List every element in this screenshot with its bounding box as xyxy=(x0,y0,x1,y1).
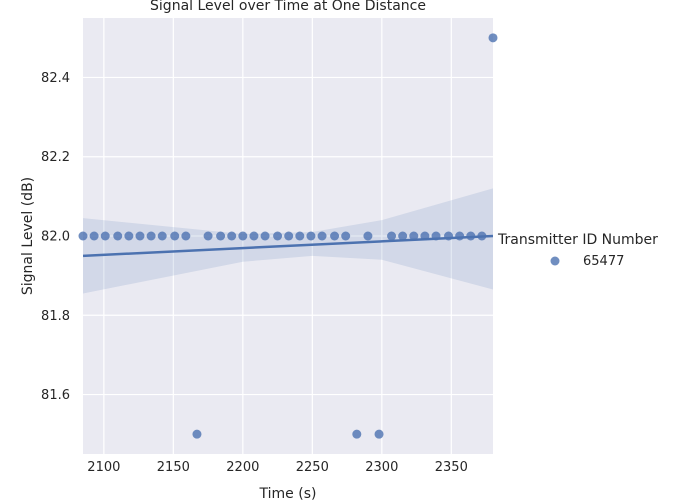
scatter-point xyxy=(100,231,110,241)
scatter-point xyxy=(409,231,419,241)
x-axis-label: Time (s) xyxy=(259,486,317,500)
legend-marker xyxy=(550,256,560,266)
y-tick-label: 82.4 xyxy=(41,71,70,86)
scatter-point xyxy=(89,231,99,241)
scatter-point xyxy=(227,231,237,241)
scatter-point xyxy=(249,231,259,241)
y-tick-label: 82.2 xyxy=(41,150,70,165)
scatter-point xyxy=(341,231,351,241)
scatter-point xyxy=(330,231,340,241)
y-tick-label: 82.0 xyxy=(41,230,70,245)
regression-confidence-band xyxy=(83,188,493,294)
scatter-point xyxy=(444,231,454,241)
scatter-point xyxy=(317,231,327,241)
chart-title: Signal Level over Time at One Distance xyxy=(150,0,426,14)
y-tick-labels: 81.6 81.8 82.0 82.2 82.4 xyxy=(41,71,70,403)
scatter-point xyxy=(170,231,180,241)
scatter-point xyxy=(192,429,202,439)
scatter-point xyxy=(455,231,465,241)
scatter-point xyxy=(387,231,397,241)
scatter-points-layer xyxy=(78,33,498,439)
scatter-point xyxy=(260,231,270,241)
scatter-point xyxy=(146,231,156,241)
x-tick-label: 2200 xyxy=(226,460,259,475)
scatter-point xyxy=(295,231,305,241)
y-tick-label: 81.8 xyxy=(41,309,70,324)
x-tick-label: 2350 xyxy=(435,460,468,475)
y-tick-label: 81.6 xyxy=(41,388,70,403)
scatter-point xyxy=(203,231,213,241)
scatter-point xyxy=(124,231,134,241)
scatter-point xyxy=(466,231,476,241)
confidence-band-layer xyxy=(83,188,493,294)
x-tick-label: 2150 xyxy=(157,460,190,475)
scatter-point xyxy=(238,231,248,241)
x-tick-label: 2250 xyxy=(296,460,329,475)
scatter-point xyxy=(181,231,191,241)
scatter-point xyxy=(477,231,487,241)
scatter-point xyxy=(306,231,316,241)
scatter-point xyxy=(398,231,408,241)
x-tick-labels: 2100 2150 2200 2250 2300 2350 xyxy=(87,460,468,475)
scatter-point xyxy=(157,231,167,241)
scatter-point xyxy=(135,231,145,241)
scatter-point xyxy=(488,33,498,43)
scatter-point xyxy=(420,231,430,241)
scatter-point xyxy=(431,231,441,241)
legend-title: Transmitter ID Number xyxy=(497,232,658,248)
scatter-point xyxy=(216,231,226,241)
scatter-point xyxy=(273,231,283,241)
scatter-point xyxy=(352,429,362,439)
scatter-point xyxy=(78,231,88,241)
x-tick-label: 2100 xyxy=(87,460,120,475)
legend-label-65477: 65477 xyxy=(583,254,624,269)
scatter-point xyxy=(374,429,384,439)
x-tick-label: 2300 xyxy=(365,460,398,475)
scatter-point xyxy=(284,231,294,241)
scatter-point xyxy=(363,231,373,241)
scatter-point xyxy=(113,231,123,241)
legend: Transmitter ID Number 65477 xyxy=(497,232,658,269)
y-axis-label: Signal Level (dB) xyxy=(20,177,36,295)
